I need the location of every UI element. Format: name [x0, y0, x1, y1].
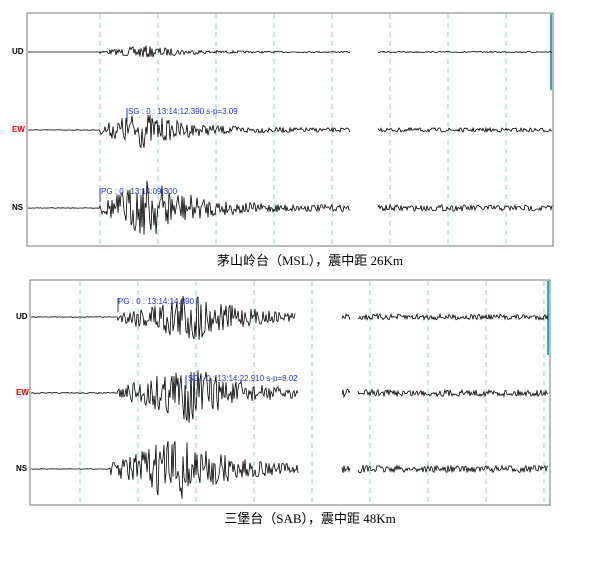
waveform-trace: [377, 203, 553, 213]
waveform-trace: [30, 370, 299, 423]
waveform-trace: [27, 180, 351, 235]
phase-annotation: SG : 0 : 13:14:22.910 s-p=8.02: [188, 374, 298, 383]
phase-annotation: PG : 0 : 13:14:14.890: [118, 297, 195, 306]
caption: 三堡台（SAB），震中距 48Km: [224, 511, 396, 526]
waveform-trace: [357, 464, 549, 474]
waveform-trace: [377, 50, 552, 54]
waveform-trace: [341, 465, 351, 473]
channel-label: EW: [16, 388, 29, 397]
waveform-trace: [30, 441, 299, 499]
channel-label: UD: [12, 47, 24, 56]
waveform-trace: [30, 296, 296, 340]
phase-annotation: PG : 0 : 13:14:09.300: [101, 187, 178, 196]
waveform-trace: [357, 312, 549, 321]
waveform-trace: [28, 45, 351, 58]
caption: 茅山岭台（MSL），震中距 26Km: [217, 253, 403, 268]
channel-label: EW: [12, 125, 25, 134]
waveform-trace: [27, 114, 351, 149]
panel-frame: [29, 279, 551, 506]
channel-label: UD: [16, 312, 28, 321]
waveform-trace: [377, 126, 553, 134]
waveforms: [27, 14, 553, 504]
channel-label: NS: [16, 464, 28, 473]
waveform-trace: [341, 313, 351, 320]
panel-frame: [26, 12, 554, 247]
phase-annotation: SG : 0 : 13:14:12.390 s-p=3.09: [128, 107, 238, 116]
channel-label: NS: [12, 203, 24, 212]
waveform-trace: [341, 388, 351, 399]
waveform-trace: [357, 388, 549, 398]
